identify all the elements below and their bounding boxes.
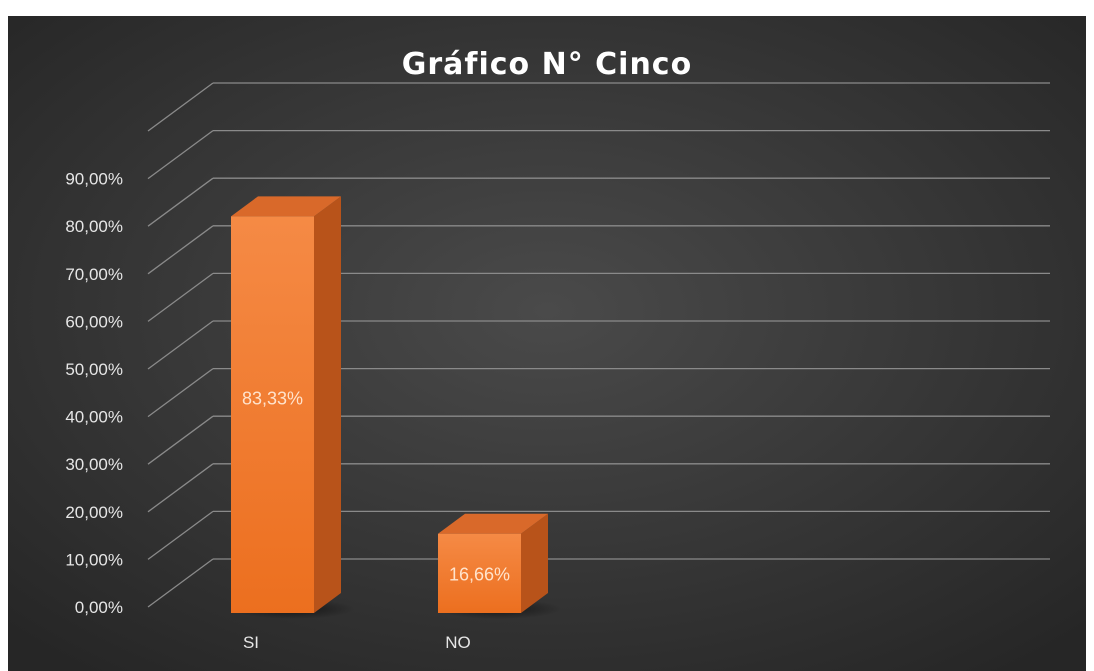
gridline-diagonal [147, 558, 214, 608]
y-tick-label: 90,00% [65, 170, 123, 189]
data-label: 16,66% [449, 564, 510, 584]
bar-side [314, 196, 341, 614]
bar-chart: Gráfico N° Cinco 0,00% 10,00% 20,00% 30,00%… [8, 16, 1086, 671]
bar-no [438, 533, 521, 613]
y-tick-label: 80,00% [65, 217, 123, 236]
bar-si [231, 216, 314, 614]
gridline-diagonal [147, 415, 214, 465]
x-tick-label: SI [243, 633, 259, 652]
y-tick-label: 20,00% [65, 503, 123, 522]
y-tick-label: 30,00% [65, 455, 123, 474]
y-tick-label: 10,00% [65, 550, 123, 569]
gridline-diagonal [147, 368, 214, 418]
bar-top [438, 513, 548, 534]
gridline-diagonal [147, 82, 214, 132]
gridlines [147, 82, 1050, 608]
y-tick-label: 60,00% [65, 312, 123, 331]
bars: 83,33% 16,66% [230, 196, 562, 619]
data-label: 83,33% [242, 389, 303, 409]
gridline-diagonal [147, 177, 214, 227]
y-tick-label: 70,00% [65, 265, 123, 284]
bar-top [231, 196, 341, 217]
y-tick-label: 50,00% [65, 360, 123, 379]
gridline-diagonal [147, 463, 214, 513]
y-tick-label: 40,00% [65, 408, 123, 427]
chart-container: Gráfico N° Cinco 0,00% 10,00% 20,00% 30,00%… [8, 16, 1086, 671]
gridline-diagonal [147, 225, 214, 275]
x-axis-categories: SI NO [243, 633, 471, 652]
bar-side [521, 513, 548, 613]
gridline-diagonal [147, 272, 214, 322]
y-axis-ticks: 0,00% 10,00% 20,00% 30,00% 40,00% 50,00% 60,00… [65, 170, 123, 617]
chart-title: Gráfico N° Cinco [402, 47, 692, 82]
x-tick-label: NO [445, 633, 471, 652]
y-tick-label: 0,00% [75, 598, 123, 617]
gridline-diagonal [147, 510, 214, 560]
gridline-diagonal [147, 130, 214, 180]
gridline-diagonal [147, 320, 214, 370]
